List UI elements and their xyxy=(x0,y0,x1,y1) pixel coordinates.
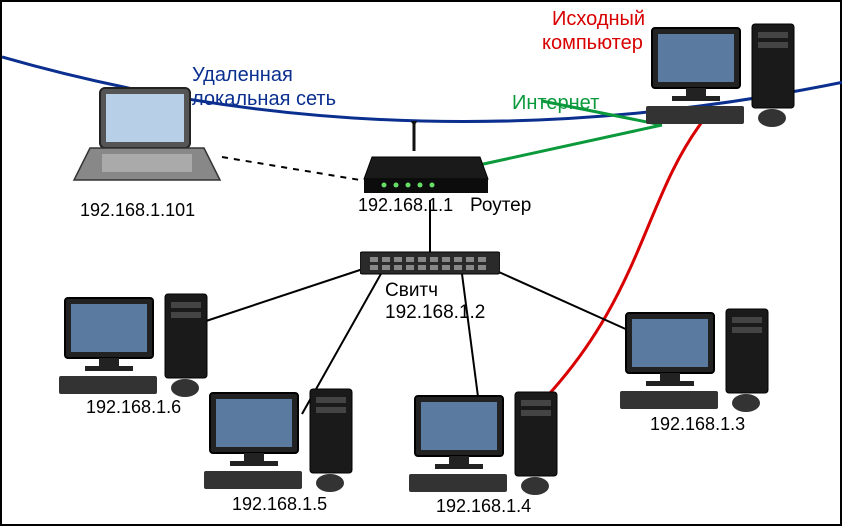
ip-laptop: 192.168.1.101 xyxy=(80,200,195,221)
ip-pc3: 192.168.1.3 xyxy=(650,414,745,435)
label-source-1: Исходный xyxy=(552,8,645,31)
label-router: Роутер xyxy=(470,195,531,217)
ip-pc5: 192.168.1.5 xyxy=(232,494,327,515)
switch-icon xyxy=(360,248,500,278)
label-internet: Интернет xyxy=(512,92,599,115)
pc3-icon xyxy=(618,307,798,417)
pc6-icon xyxy=(57,292,237,402)
ip-router: 192.168.1.1 xyxy=(358,195,453,216)
label-switch-ip: 192.168.1.2 xyxy=(385,302,485,324)
laptop-icon xyxy=(72,82,222,192)
pc4-icon xyxy=(407,390,587,500)
pc5-icon xyxy=(202,387,382,497)
router-icon xyxy=(362,121,492,196)
source-pc-icon xyxy=(644,22,824,132)
label-switch: Свитч xyxy=(385,280,438,302)
label-source-2: компьютер xyxy=(542,32,643,55)
